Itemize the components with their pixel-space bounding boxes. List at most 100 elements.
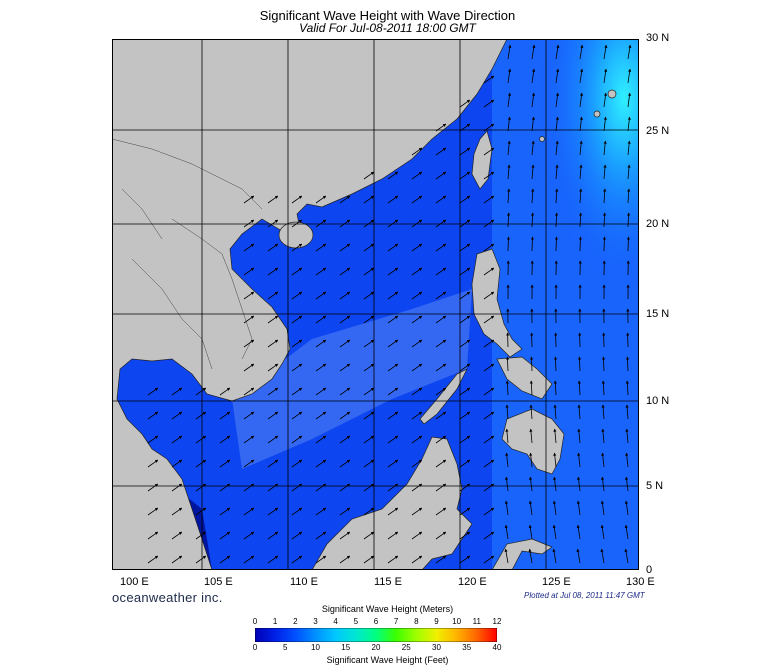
wave-direction-arrow [625,428,629,444]
visayas [496,356,553,400]
wave-direction-arrow [291,411,303,420]
wave-direction-arrow [602,212,607,228]
wave-direction-arrow [339,267,351,276]
wave-direction-arrow [504,524,509,540]
wave-direction-arrow [243,339,255,348]
wave-direction-arrow [552,524,557,540]
wave-direction-arrow [459,291,471,300]
lon-label-110e: 110 E [290,576,318,588]
wave-direction-arrow [459,99,471,108]
lon-label-130e: 130 E [626,576,655,588]
wave-direction-arrow [435,243,447,252]
wave-direction-arrow [626,236,631,252]
wave-direction-arrow [243,291,255,300]
wave-direction-arrow [553,476,557,492]
colorbar-feet-tick: 30 [432,643,441,652]
wave-direction-arrow [483,339,495,348]
wave-direction-arrow [339,315,351,324]
wave-direction-arrow [483,435,495,444]
colorbar-feet-tick: 25 [401,643,411,652]
wave-direction-arrow [459,147,471,156]
wave-direction-arrow [363,483,375,492]
colorbar-feet-tick: 20 [371,643,381,652]
wave-direction-arrow [243,363,255,372]
wave-direction-arrow [315,387,327,396]
wave-direction-arrow [291,339,303,348]
wave-direction-arrow [529,428,533,444]
wave-direction-arrow [554,212,559,228]
wave-direction-arrow [483,411,495,420]
wave-direction-arrow [339,243,351,252]
wave-direction-arrow [459,435,471,444]
wave-direction-arrow [339,459,351,468]
wave-direction-arrow [315,459,327,468]
wave-direction-arrow [387,387,399,396]
wave-direction-arrow [435,555,447,564]
wave-direction-arrow [171,411,183,420]
taiwan [471,130,493,190]
chart-subtitle: Valid For Jul-08-2011 18:00 GMT [299,21,476,35]
wave-direction-arrow [506,212,511,228]
colorbar-meter-tick: 3 [313,617,318,626]
wave-direction-arrow [507,68,512,84]
wave-direction-arrow [529,404,533,420]
lat-label-30n: 30 N [646,32,670,44]
wave-direction-arrow [435,339,447,348]
wave-direction-arrow [435,411,447,420]
colorbar-meter-tick: 0 [252,617,258,626]
lat-label-15n: 15 N [646,308,670,320]
wave-direction-arrow [411,171,423,180]
wave-direction-arrow [339,411,351,420]
wave-direction-arrow [363,315,375,324]
wave-direction-arrow [291,435,303,444]
wave-direction-arrow [555,116,559,132]
wave-direction-arrow [195,435,207,444]
wave-direction-arrow [435,531,447,540]
wave-direction-arrow [315,291,327,300]
wave-direction-arrow [555,140,559,156]
wave-direction-arrow [531,140,535,156]
colorbar-meter-tick: 12 [492,617,502,626]
wave-direction-arrow [411,363,423,372]
wave-direction-arrow [483,507,495,516]
wave-direction-arrow [243,459,255,468]
wave-direction-arrow [600,500,605,516]
wave-direction-arrow [267,411,279,420]
wave-direction-arrow [627,188,631,204]
wave-direction-arrow [483,459,495,468]
wave-direction-arrow [529,452,533,468]
wave-direction-arrow [147,531,159,540]
wave-direction-arrow [483,483,495,492]
wave-direction-arrow [483,267,495,276]
wave-direction-arrow [315,339,327,348]
wave-direction-arrow [603,92,608,108]
colorbar-meter-tick: 8 [414,617,419,626]
wave-direction-arrow [601,476,605,492]
wave-direction-arrow [315,555,327,564]
wave-direction-arrow [435,459,447,468]
wave-direction-arrow [483,315,495,324]
wave-direction-arrow [411,555,423,564]
wave-direction-arrow [459,459,471,468]
mindanao [501,408,565,475]
lat-label-0: 0 [646,564,653,576]
wave-direction-arrow [553,428,557,444]
lon-label-100e: 100 E [120,576,149,588]
wave-direction-arrow [243,219,255,228]
wave-direction-arrow [147,435,159,444]
wave-direction-arrow [600,548,605,564]
wave-height-map [112,39,639,570]
wave-direction-arrow [267,291,279,300]
wave-direction-arrow [267,459,279,468]
wave-direction-arrow [505,428,509,444]
wave-direction-arrow [531,68,536,84]
plotted-timestamp: Plotted at Jul 08, 2011 11:47 GMT [524,591,645,600]
wave-direction-arrow [553,452,557,468]
colorbar-feet-label: Significant Wave Height (Feet) [326,655,449,665]
wave-direction-arrow [339,435,351,444]
wave-direction-arrow [435,147,447,156]
wave-direction-arrow [363,219,375,228]
wave-direction-arrow [411,195,423,204]
wave-direction-arrow [387,291,399,300]
wave-direction-arrow [603,68,608,84]
